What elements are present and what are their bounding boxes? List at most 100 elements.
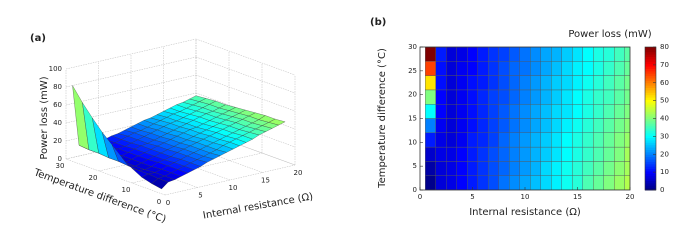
colorbar-segment [645, 80, 656, 84]
heatmap-cell [435, 61, 447, 76]
heatmap-cell [540, 61, 552, 76]
colorbar-segment [645, 87, 656, 91]
heatmap-cell [624, 132, 630, 148]
heatmap-cell [488, 61, 499, 76]
colorbar-segment [645, 101, 656, 105]
heatmap-cell [540, 118, 552, 134]
z-axis-label: Power loss (mW) [39, 76, 50, 159]
colorbar-segment [645, 99, 656, 103]
colorbar-tick-label: 60 [660, 79, 669, 87]
heatmap-cell [435, 161, 447, 176]
heatmap-cell [561, 103, 573, 119]
heatmap-cell [446, 89, 457, 105]
heatmap-cell [551, 146, 562, 162]
heatmap-cell [561, 161, 573, 176]
heatmap-cell [530, 75, 541, 91]
heatmap-cell [425, 89, 436, 105]
heatmap-cell [624, 89, 630, 105]
colorbar-segment [645, 149, 656, 153]
y-tick-label: 20 [408, 91, 417, 99]
heatmap-cell [509, 103, 520, 119]
heatmap-cell [488, 47, 499, 62]
heatmap-cell [425, 118, 436, 134]
heatmap-cell [519, 161, 531, 176]
heatmap-cell [593, 161, 604, 176]
colorbar-segment [645, 185, 656, 189]
heatmap-cell [477, 75, 489, 91]
colorbar-segment [645, 132, 656, 136]
heatmap-cell [614, 75, 625, 91]
colorbar-segment [645, 66, 656, 69]
heatmap-cell [435, 47, 447, 62]
heatmap-cell [593, 89, 604, 105]
colorbar-segment [645, 144, 656, 148]
x-tick-label: 10 [521, 193, 530, 201]
y-tick-label: 10 [408, 138, 417, 146]
heatmap-cell [456, 132, 468, 148]
heatmap-cell [561, 89, 573, 105]
heatmap-cell [435, 103, 447, 119]
heatmap-cell [561, 75, 573, 91]
heatmap-cell [582, 118, 594, 134]
heatmap-cell [551, 47, 562, 62]
grid-line [131, 152, 263, 184]
heatmap-cell [456, 103, 468, 119]
heatmap-cell [446, 75, 457, 91]
heatmap-cell [477, 61, 489, 76]
heatmap-cell [582, 132, 594, 148]
heatmap-cell [530, 47, 541, 62]
colorbar-segment [645, 106, 656, 110]
heatmap-cell [488, 146, 499, 162]
heatmap-cell [572, 118, 583, 134]
y-tick-label: 20 [89, 174, 98, 182]
heatmap-cell [624, 161, 630, 176]
heatmap-cell [519, 132, 531, 148]
grid-line [195, 74, 296, 112]
heatmap-cell [582, 61, 594, 76]
panel-label: (b) [370, 17, 386, 28]
colorbar-segment [645, 161, 656, 165]
heatmap-cell [456, 146, 468, 162]
heatmap-cell [582, 161, 594, 176]
heatmap-cell [561, 47, 573, 62]
heatmap-cell [435, 146, 447, 162]
colorbar-segment [645, 56, 656, 60]
heatmap-cell [519, 103, 531, 119]
colorbar-segment [645, 63, 656, 67]
colorbar-segment [645, 142, 656, 146]
heatmap-cell [467, 146, 478, 162]
colorbar-segment [645, 125, 656, 129]
y-tick-label: 10 [122, 186, 131, 194]
heatmap-cell [551, 132, 562, 148]
heatmap-cell [572, 103, 583, 119]
colorbar-segment [645, 147, 656, 150]
colorbar-segment [645, 182, 656, 186]
heatmap-cell [498, 175, 510, 190]
heatmap-cell [467, 61, 478, 76]
heatmap-cell [446, 146, 457, 162]
heatmap-cell [498, 146, 510, 162]
heatmap-cell [509, 75, 520, 91]
colorbar-segment [645, 187, 656, 191]
heatmap-cell [582, 103, 594, 119]
heatmap-cell [540, 146, 552, 162]
colorbar-tick-label: 80 [660, 43, 669, 51]
grid-line [65, 38, 197, 70]
colorbar-segment [645, 70, 656, 74]
heatmap-cell [540, 75, 552, 91]
heatmap-cell [509, 175, 520, 190]
y-tick-label: 30 [56, 162, 65, 170]
colorbar-segment [645, 97, 656, 100]
x-tick-label: 15 [261, 177, 270, 185]
heatmap-cell [551, 103, 562, 119]
colorbar-segment [645, 173, 656, 177]
heatmap-cell [593, 61, 604, 76]
colorbar-segment [645, 113, 656, 117]
heatmap-cell [614, 61, 625, 76]
x-axis-label: Internal resistance (Ω) [202, 191, 314, 221]
heatmap-cell [614, 132, 625, 148]
heatmap-cell [446, 103, 457, 119]
colorbar-segment [645, 77, 656, 81]
colorbar-tick-label: 30 [660, 132, 669, 140]
y-tick-label: 25 [408, 67, 417, 75]
